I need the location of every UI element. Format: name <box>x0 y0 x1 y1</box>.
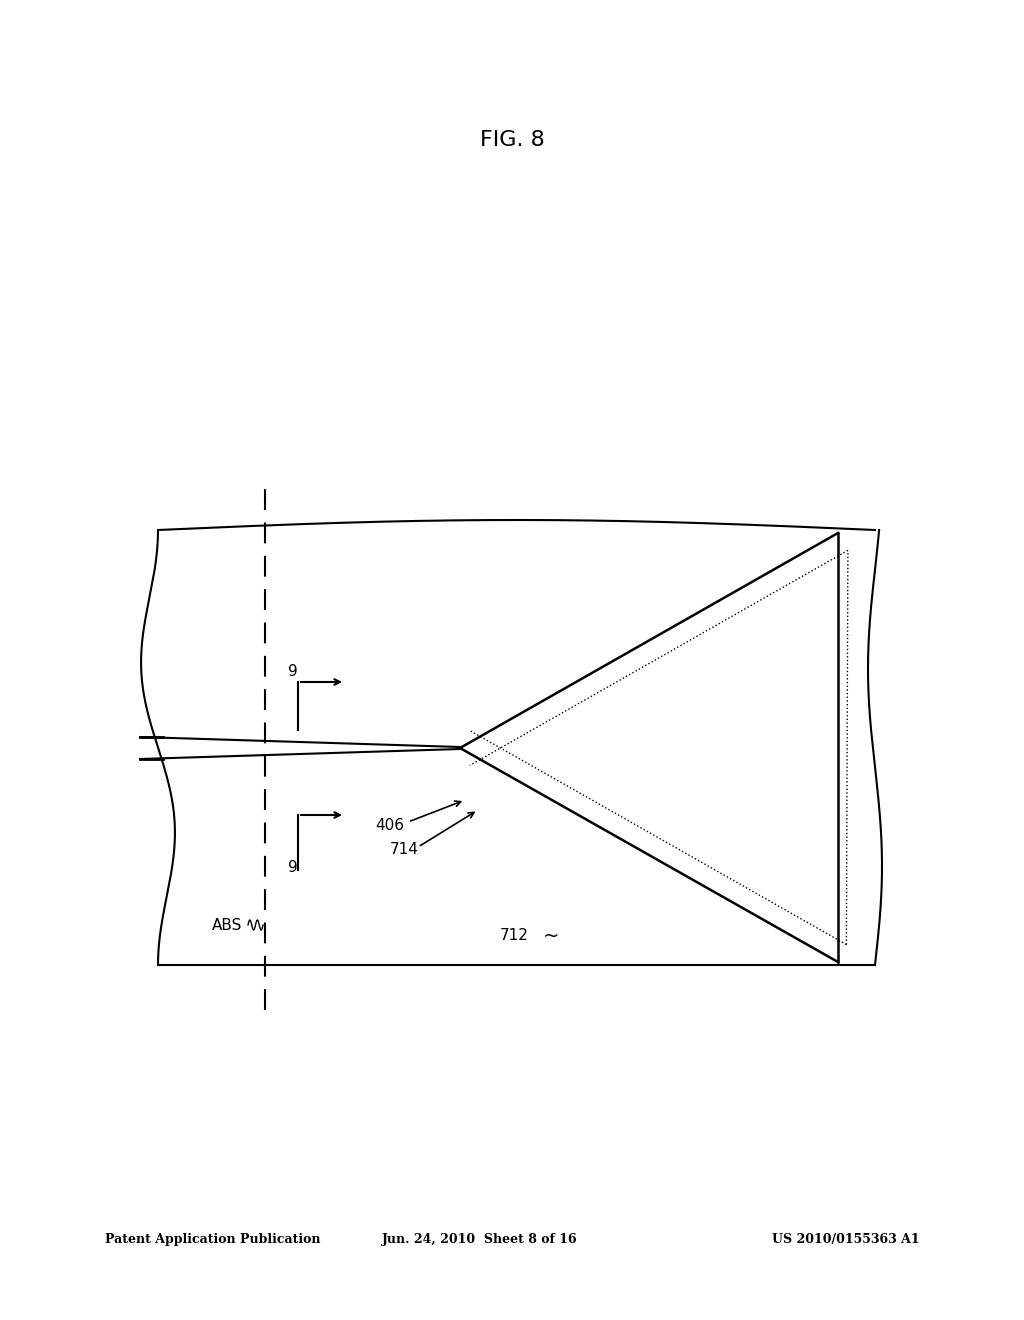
Text: FIG. 8: FIG. 8 <box>479 129 545 150</box>
Text: ABS: ABS <box>212 917 242 932</box>
Text: 712: 712 <box>500 928 528 942</box>
Text: ~: ~ <box>543 927 559 945</box>
Text: 406: 406 <box>375 817 404 833</box>
Text: US 2010/0155363 A1: US 2010/0155363 A1 <box>772 1233 920 1246</box>
Text: 9: 9 <box>288 664 298 678</box>
Text: Patent Application Publication: Patent Application Publication <box>105 1233 321 1246</box>
Text: 9: 9 <box>288 861 298 875</box>
Text: 714: 714 <box>390 842 419 858</box>
Text: Jun. 24, 2010  Sheet 8 of 16: Jun. 24, 2010 Sheet 8 of 16 <box>382 1233 578 1246</box>
